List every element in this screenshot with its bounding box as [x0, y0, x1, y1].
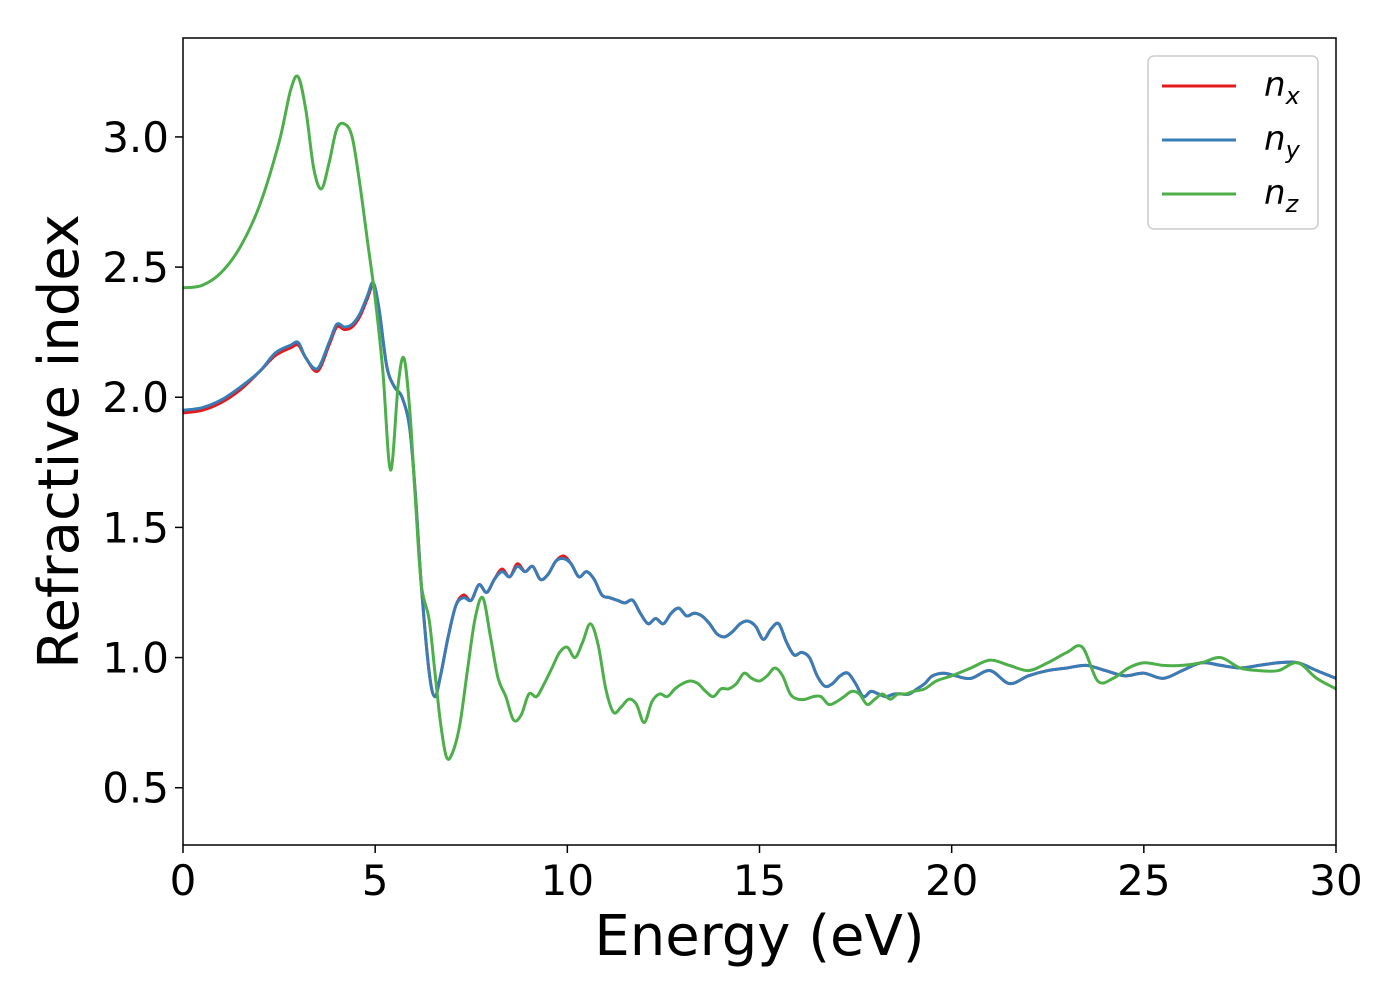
legend-label-y: ny: [1264, 119, 1301, 164]
y-tick-label: 3.0: [102, 113, 169, 162]
series-line-z: [183, 74, 1336, 761]
y-tick-label: 2.0: [102, 373, 169, 422]
y-tick-label: 2.5: [102, 243, 169, 292]
x-axis-ticks: 0 5 10 15 20 25 30: [170, 845, 1363, 905]
legend-label-x: nx: [1264, 65, 1301, 110]
y-axis-label: Refractive index: [27, 214, 92, 669]
x-tick-label: 20: [925, 856, 978, 905]
legend: nx ny nz: [1147, 55, 1319, 230]
x-tick-label: 10: [541, 856, 594, 905]
legend-label-z: nz: [1264, 173, 1300, 218]
x-tick-label: 25: [1117, 856, 1170, 905]
y-tick-label: 1.5: [102, 503, 169, 552]
series-line-y: [183, 280, 1336, 699]
y-tick-label: 1.0: [102, 634, 169, 683]
x-tick-label: 5: [362, 856, 389, 905]
y-tick-label: 0.5: [102, 764, 169, 813]
x-tick-label: 15: [733, 856, 786, 905]
legend-box: [1147, 55, 1319, 230]
x-tick-label: 30: [1309, 856, 1362, 905]
x-tick-label: 0: [170, 856, 197, 905]
y-axis-ticks: 0.5 1.0 1.5 2.0 2.5 3.0: [102, 113, 183, 813]
x-axis-label: Energy (eV): [594, 904, 924, 969]
series-layer: [183, 74, 1336, 761]
